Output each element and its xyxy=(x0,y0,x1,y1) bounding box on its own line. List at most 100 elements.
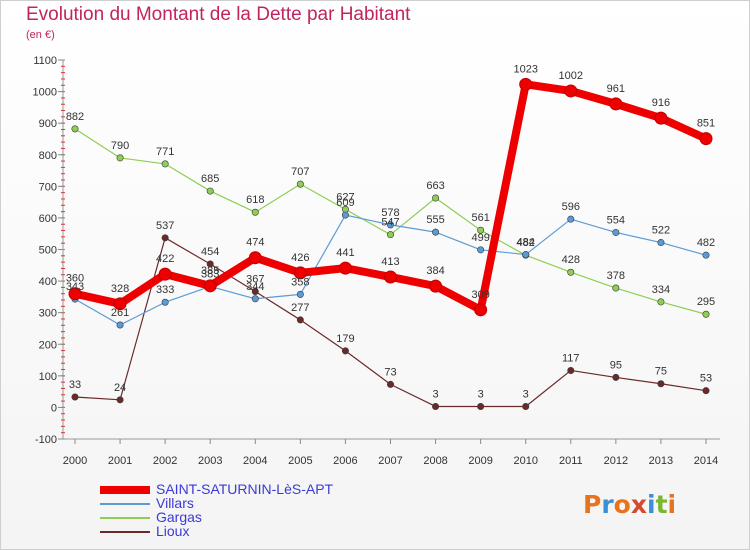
data-point xyxy=(609,97,623,111)
data-label: 3 xyxy=(523,388,529,400)
data-point xyxy=(161,298,169,306)
logo-letter: t xyxy=(655,490,668,519)
data-point xyxy=(161,160,169,168)
x-tick-label: 2005 xyxy=(288,455,312,467)
data-label: 334 xyxy=(652,284,670,296)
data-point xyxy=(386,380,394,388)
x-tick-label: 2004 xyxy=(243,455,267,467)
data-point xyxy=(251,295,259,303)
data-point xyxy=(567,215,575,223)
data-label: 3 xyxy=(433,388,439,400)
legend-item: Gargas xyxy=(100,509,380,525)
data-point xyxy=(71,125,79,133)
data-point xyxy=(113,297,127,311)
data-point xyxy=(567,268,575,276)
data-label: 482 xyxy=(697,237,715,249)
x-tick-label: 2003 xyxy=(198,455,222,467)
data-label: 117 xyxy=(562,352,580,364)
data-point xyxy=(68,287,82,301)
data-label: 383 xyxy=(201,268,219,280)
logo-letter: o xyxy=(613,490,631,519)
data-point xyxy=(432,194,440,202)
x-tick-label: 2006 xyxy=(333,455,357,467)
legend-item: Villars xyxy=(100,495,380,511)
data-point xyxy=(657,239,665,247)
data-label: 916 xyxy=(652,97,670,109)
logo-letter: r xyxy=(601,490,614,519)
data-point xyxy=(206,187,214,195)
data-point xyxy=(116,396,124,404)
data-point xyxy=(341,211,349,219)
data-label: 482 xyxy=(517,237,535,249)
data-point xyxy=(477,226,485,234)
data-point xyxy=(612,284,620,292)
data-label: 309 xyxy=(471,289,489,301)
data-label: 499 xyxy=(471,232,489,244)
data-label: 53 xyxy=(700,373,712,385)
data-label: 663 xyxy=(426,180,444,192)
data-point xyxy=(251,288,259,296)
y-tick-label: 500 xyxy=(39,245,57,257)
data-label: 441 xyxy=(336,247,354,259)
data-point xyxy=(477,246,485,254)
y-tick-label: 300 xyxy=(39,308,57,320)
data-label: 578 xyxy=(381,207,399,219)
data-point xyxy=(567,366,575,374)
data-point xyxy=(203,279,217,293)
x-tick-label: 2010 xyxy=(513,455,537,467)
data-label: 422 xyxy=(156,253,174,265)
data-point xyxy=(474,303,488,317)
x-tick-label: 2014 xyxy=(694,455,718,467)
series-lines xyxy=(68,77,713,410)
data-label: 474 xyxy=(246,237,264,249)
data-point xyxy=(158,267,172,281)
data-point xyxy=(432,402,440,410)
data-label: 454 xyxy=(201,246,219,258)
data-point xyxy=(429,279,443,293)
x-tick-label: 2002 xyxy=(153,455,177,467)
legend-label: Lioux xyxy=(156,523,190,539)
data-label: 685 xyxy=(201,173,219,185)
x-tick-label: 2008 xyxy=(423,455,447,467)
data-point xyxy=(384,270,397,284)
data-point xyxy=(654,111,668,125)
data-label: 360 xyxy=(66,273,84,285)
data-label: 790 xyxy=(111,140,129,152)
data-label: 627 xyxy=(336,191,354,203)
logo-letter: i xyxy=(647,490,656,519)
data-point xyxy=(612,228,620,236)
data-label: 537 xyxy=(156,220,174,232)
legend-swatch xyxy=(100,531,150,533)
legend-label: Gargas xyxy=(156,509,202,525)
data-label: 882 xyxy=(66,111,84,123)
data-point xyxy=(338,261,352,275)
y-tick-label: 1100 xyxy=(33,55,57,67)
y-tick-label: 1000 xyxy=(33,87,57,99)
y-tick-label: 100 xyxy=(39,371,57,383)
x-tick-label: 2000 xyxy=(63,455,87,467)
legend-item: Lioux xyxy=(100,523,380,539)
data-label: 851 xyxy=(697,118,715,130)
logo-letter: x xyxy=(630,490,647,519)
data-point xyxy=(386,231,394,239)
data-label: 75 xyxy=(655,366,667,378)
x-tick-label: 2013 xyxy=(649,455,673,467)
data-label: 484 xyxy=(517,237,535,249)
legend-swatch xyxy=(100,517,150,519)
data-label: 343 xyxy=(66,281,84,293)
x-tick-label: 2012 xyxy=(604,455,628,467)
data-label: 3 xyxy=(478,388,484,400)
data-point xyxy=(657,298,665,306)
x-tick-label: 2001 xyxy=(108,455,132,467)
data-point xyxy=(612,373,620,381)
data-point xyxy=(296,316,304,324)
chart-title: Evolution du Montant de la Dette par Hab… xyxy=(26,4,411,25)
data-point xyxy=(519,77,533,91)
y-tick-label: 900 xyxy=(39,118,57,130)
legend-swatch xyxy=(100,486,150,494)
legend-item: SAINT-SATURNIN-LèS-APT xyxy=(100,481,380,497)
y-tick-label: 0 xyxy=(51,402,57,414)
data-label: 561 xyxy=(471,212,489,224)
data-label: 554 xyxy=(607,214,625,226)
